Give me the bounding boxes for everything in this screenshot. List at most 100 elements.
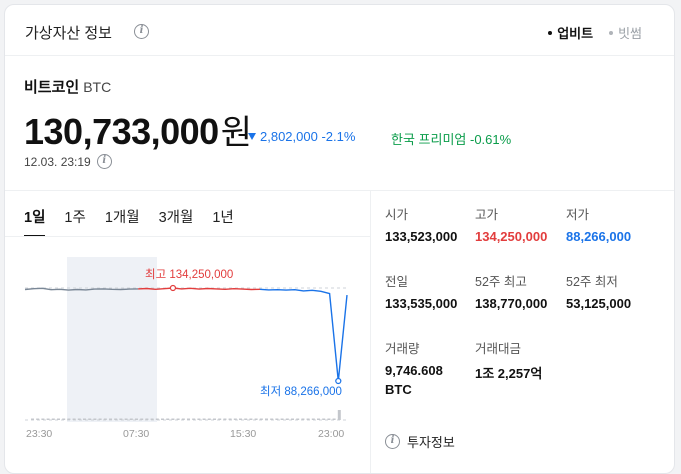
tab-upbit[interactable]: 업비트 xyxy=(548,23,593,42)
volume-bar xyxy=(140,418,144,420)
volume-bar xyxy=(244,418,248,420)
stat-value: 133,535,000 xyxy=(385,296,458,311)
high-label: 최고 134,250,000 xyxy=(145,268,233,281)
coin-symbol: BTC xyxy=(83,79,112,95)
price-unit: 원 xyxy=(220,114,252,152)
tab-bithumb[interactable]: 빗썸 xyxy=(609,23,642,42)
volume-bar xyxy=(306,418,310,420)
volume-bar xyxy=(57,418,60,420)
volume-bar xyxy=(285,418,289,420)
stat-52w-low: 52주 최저 53,125,000 xyxy=(566,271,658,311)
active-dot-icon xyxy=(548,30,553,35)
timestamp: 12.03. 23:19 xyxy=(24,154,91,169)
stat-low: 저가 88,266,000 xyxy=(566,204,658,244)
volume-bar xyxy=(270,418,274,420)
volume-bar xyxy=(280,418,284,420)
volume-bar xyxy=(181,418,185,420)
volume-bar xyxy=(62,418,66,420)
tab-divider xyxy=(5,236,370,237)
invest-info-link[interactable]: i 투자정보 xyxy=(385,432,455,451)
volume-bar xyxy=(213,418,216,420)
price-change: 2,802,000 -2.1% xyxy=(248,129,355,144)
price-line-segment xyxy=(138,287,261,291)
timestamp-row: 12.03. 23:19 i xyxy=(24,154,112,169)
invest-info-label: 투자정보 xyxy=(407,435,455,450)
volume-bar xyxy=(72,418,76,420)
volume-bar xyxy=(119,418,123,420)
stat-open: 시가 133,523,000 xyxy=(385,204,477,244)
price-line-segment xyxy=(259,288,348,382)
volume-bar xyxy=(36,418,40,420)
stat-value-unit: BTC xyxy=(385,382,412,397)
volume-bar xyxy=(93,418,97,420)
volume-bar xyxy=(161,418,164,420)
stat-label: 52주 최저 xyxy=(566,275,618,289)
coin-name-text: 비트코인 xyxy=(24,79,80,96)
exchange-tabs: 업비트 빗썸 xyxy=(548,23,642,42)
price-chart[interactable]: 최고 134,250,000 최저 88,266,000 23:30 07:30… xyxy=(5,237,370,474)
info-icon[interactable]: i xyxy=(134,24,149,39)
chart-highlight-region xyxy=(67,257,157,422)
volume-bar xyxy=(109,418,112,420)
volume-bar xyxy=(301,418,305,420)
volume-bar xyxy=(317,418,320,420)
vertical-divider xyxy=(370,191,371,473)
tab-1m[interactable]: 1개월 xyxy=(104,210,140,226)
volume-bar xyxy=(150,418,154,420)
volume-bar xyxy=(171,418,175,420)
x-tick-label: 15:30 xyxy=(230,428,256,440)
volume-bar xyxy=(228,418,232,420)
volume-bar xyxy=(259,418,263,420)
volume-bar xyxy=(197,418,201,420)
low-point-marker xyxy=(335,377,342,385)
volume-bar xyxy=(332,418,336,420)
price-line-segment xyxy=(24,287,139,291)
period-tabs: 1일 1주 1개월 3개월 1년 xyxy=(24,206,253,237)
volume-bar xyxy=(114,418,118,420)
volume-bar xyxy=(337,410,341,420)
stat-label: 저가 xyxy=(566,208,590,222)
volume-bar xyxy=(166,418,170,420)
tab-1w[interactable]: 1주 xyxy=(64,210,86,226)
price-value: 130,733,000 xyxy=(24,111,219,152)
volume-bar xyxy=(46,418,50,420)
tab-1d[interactable]: 1일 xyxy=(24,206,46,237)
volume-bar xyxy=(67,418,71,420)
stat-52w-high: 52주 최고 138,770,000 xyxy=(475,271,567,311)
volume-bar xyxy=(124,418,128,420)
tab-3m[interactable]: 3개월 xyxy=(158,210,194,226)
volume-bar xyxy=(51,418,55,420)
volume-bar xyxy=(207,418,211,420)
high-point-marker xyxy=(169,284,177,292)
stat-value: 138,770,000 xyxy=(475,296,548,311)
stat-label: 거래대금 xyxy=(475,342,522,356)
volume-bar xyxy=(176,418,180,420)
x-tick-label: 23:30 xyxy=(26,428,52,440)
x-tick-label: 23:00 xyxy=(318,428,344,440)
volume-bar xyxy=(98,418,102,420)
volume-bar xyxy=(192,418,196,420)
tab-1y[interactable]: 1년 xyxy=(212,210,234,226)
volume-bars xyxy=(31,410,341,420)
price-change-text: 2,802,000 -2.1% xyxy=(260,129,356,144)
tab-upbit-label: 업비트 xyxy=(557,26,594,41)
stat-value: 1조 2,257억 xyxy=(475,366,543,381)
volume-bar xyxy=(155,418,159,420)
down-triangle-icon xyxy=(248,133,256,140)
volume-bar xyxy=(88,418,92,420)
volume-bar xyxy=(291,418,294,420)
stat-value: 134,250,000 xyxy=(475,229,548,244)
coin-name: 비트코인 BTC xyxy=(24,76,111,97)
volume-bar xyxy=(296,418,300,420)
volume-bar xyxy=(233,418,237,420)
volume-bar xyxy=(239,418,242,420)
volume-bar xyxy=(77,418,81,420)
timestamp-info-icon[interactable]: i xyxy=(96,154,112,169)
stat-label: 전일 xyxy=(385,275,409,289)
volume-bar xyxy=(103,418,107,420)
price-row: 130,733,000원 xyxy=(24,105,664,152)
volume-bar xyxy=(275,418,279,420)
volume-bar xyxy=(218,418,222,420)
stat-value: 88,266,000 xyxy=(566,229,632,244)
stat-label: 거래량 xyxy=(385,342,420,356)
